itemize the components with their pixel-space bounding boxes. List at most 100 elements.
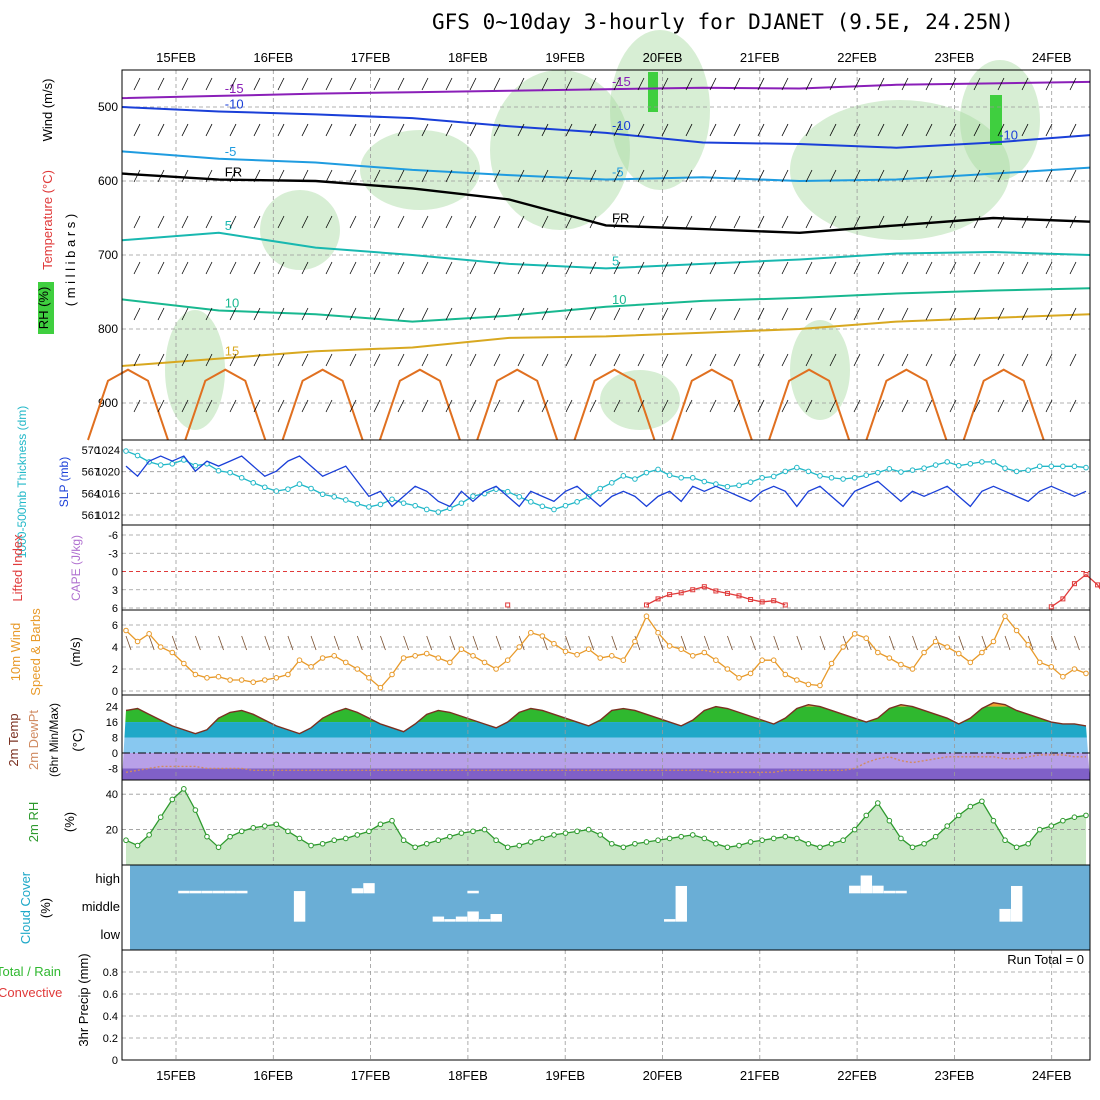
thickness-point [1013, 468, 1020, 475]
wind10m-speed-point [181, 660, 187, 667]
wind10m-speed-point [1013, 627, 1020, 634]
wind-barb [181, 123, 189, 137]
wind10m-barb [727, 635, 733, 651]
rh-shading [790, 320, 850, 420]
wind-barb [973, 215, 981, 229]
wind10m-speed-point [1071, 666, 1078, 672]
wind-barb [685, 307, 693, 321]
2m-rh-point [1048, 823, 1055, 829]
bottom-date-label: 17FEB [351, 1068, 391, 1083]
thickness-point [678, 474, 684, 481]
wind-barb [493, 123, 501, 137]
wind-barb [301, 399, 309, 413]
lifted-index-point [1048, 604, 1054, 610]
2m-rh-point [655, 837, 661, 844]
wind-barb [469, 215, 477, 229]
thickness-point [308, 485, 314, 492]
wind10m-speed-point [967, 659, 974, 666]
thickness-point [655, 466, 661, 473]
wind-barb [517, 169, 525, 183]
wind-barb [349, 307, 357, 321]
wind10m-speed-point [608, 653, 615, 659]
cloud-bar-middle [490, 914, 502, 922]
wind-barb [445, 307, 453, 321]
wind-barb [733, 123, 741, 137]
2m-rh-point [1013, 844, 1020, 851]
wind-barb [445, 215, 453, 229]
isotherm-label: 15 [225, 344, 239, 359]
wind-barb [181, 399, 189, 413]
cloud-bar-high [189, 890, 202, 894]
wind-barb [1045, 169, 1053, 183]
wind-barb [253, 399, 261, 413]
thickness-point [909, 467, 916, 473]
wind-barb [325, 261, 333, 275]
wind10m-speed-point [759, 657, 765, 664]
wind-barb [565, 77, 573, 91]
2m-rh-point [863, 812, 870, 819]
wind-barb [445, 353, 453, 367]
wind-barb [397, 399, 405, 413]
wind-barb [277, 261, 285, 275]
isotherm-15 [121, 313, 1091, 367]
wind-barb [325, 169, 333, 183]
wind10m-speed-point [643, 613, 650, 620]
cloud-level-label: low [100, 927, 120, 942]
wind10m-speed-point [377, 684, 384, 691]
lifted-index-point [701, 584, 707, 590]
wind-barb [589, 215, 597, 229]
wind-barb [349, 77, 357, 91]
wind-barb [661, 261, 669, 275]
wind-barb [157, 123, 165, 137]
wind-barb [853, 215, 861, 229]
wind-barb [373, 399, 381, 413]
wind10m-speed-point [1036, 659, 1043, 666]
precip-tick-label: 0.6 [103, 989, 118, 1001]
millibars-axis-label: ( m i l l i b a r s ) [63, 214, 78, 306]
wind-barb [373, 353, 381, 367]
wind-barb [229, 169, 237, 183]
lifted-index-point [690, 587, 696, 593]
wind-barb [757, 399, 765, 413]
isotherm-20 [573, 368, 656, 441]
wind10m-barb [611, 635, 618, 651]
thickness-point [273, 488, 280, 494]
wind10m-speed-point [261, 677, 268, 683]
wind-barb [205, 215, 213, 229]
thickness-point [1083, 464, 1089, 471]
2m-rh-point [1060, 817, 1066, 824]
wind-barb [709, 353, 717, 367]
2m-rh-point [285, 828, 291, 835]
wind-barb [733, 169, 741, 183]
2m-rh-point [366, 828, 372, 835]
wind10m-barb [426, 635, 433, 651]
rh-shading-high [648, 72, 658, 112]
isotherm--10 [121, 106, 1091, 149]
2m-rh-point [643, 839, 650, 845]
thickness-point [238, 474, 245, 481]
wind10m-barb [680, 635, 687, 651]
wind-barb [733, 77, 741, 91]
rh2m-axis-label: 2m RH [26, 802, 41, 842]
wind-barb [925, 215, 933, 229]
thickness-point [794, 464, 800, 471]
wind-barb [445, 169, 453, 183]
thickness-point [643, 469, 650, 476]
wind-barb [1045, 215, 1053, 229]
wind-barb [397, 169, 405, 183]
rh-area [126, 788, 1086, 865]
thickness-point [979, 459, 985, 465]
2m-rh-point [851, 826, 858, 833]
wind-barb [397, 215, 405, 229]
wind10m-speed-point [516, 644, 523, 650]
slp-axis-label: SLP (mb) [57, 457, 71, 507]
wind10m-barb [472, 635, 479, 651]
wind-barb [949, 77, 957, 91]
wind-barb [133, 307, 141, 321]
run-total-label: Run Total = 0 [1007, 952, 1084, 967]
wind10m-barb [1074, 635, 1080, 651]
cape-axis-label: CAPE (J/kg) [69, 535, 83, 601]
wind-barb [349, 169, 357, 183]
2m-dewpt-line [125, 754, 1086, 773]
thickness-point [944, 459, 951, 465]
